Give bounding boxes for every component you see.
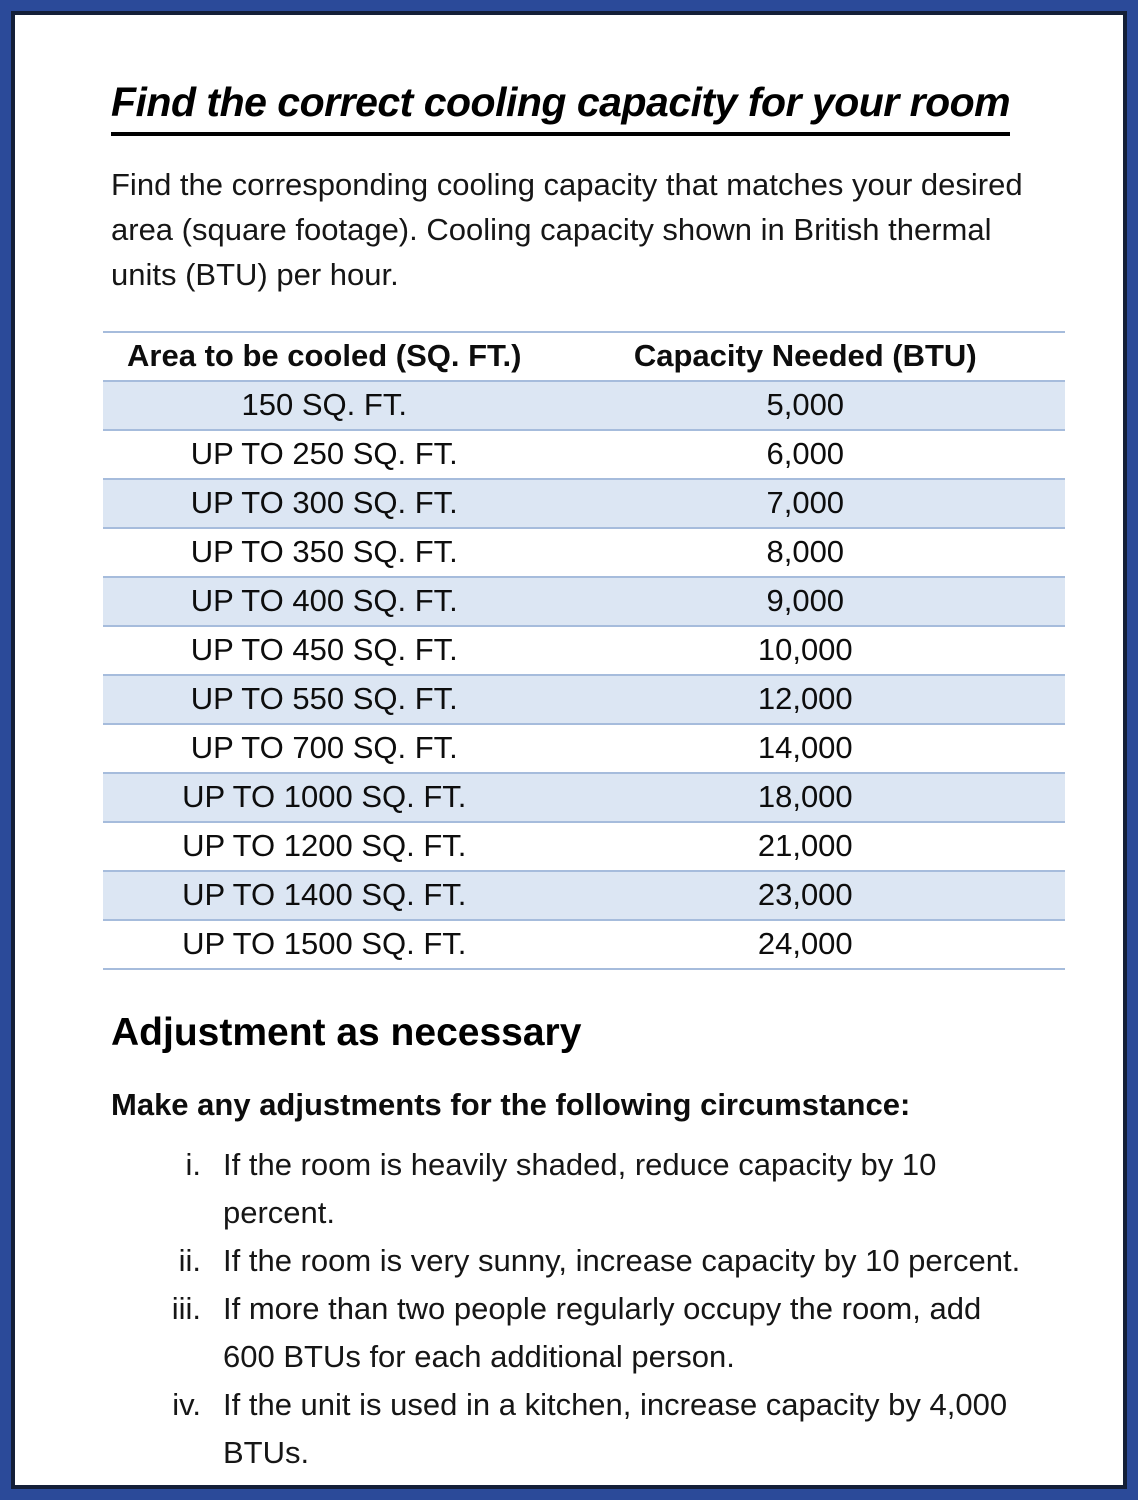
capacity-cell: 23,000	[545, 871, 1065, 922]
capacity-cell: 24,000	[545, 920, 1065, 971]
capacity-cell: 8,000	[545, 528, 1065, 579]
area-cell: UP TO 700 SQ. FT.	[103, 724, 546, 775]
table-row: UP TO 250 SQ. FT. 6,000	[103, 430, 1065, 481]
capacity-cell: 14,000	[545, 724, 1065, 775]
capacity-cell: 21,000	[545, 822, 1065, 873]
column-header-capacity: Capacity Needed (BTU)	[545, 332, 1065, 383]
intro-line: units (BTU) per hour.	[111, 257, 399, 293]
table-row: UP TO 350 SQ. FT. 8,000	[103, 528, 1065, 579]
area-cell: UP TO 400 SQ. FT.	[103, 577, 546, 628]
cooling-capacity-table: Area to be cooled (SQ. FT.) Capacity Nee…	[103, 331, 1065, 971]
area-cell: UP TO 1500 SQ. FT.	[103, 920, 546, 971]
adjustment-list: i. If the room is heavily shaded, reduce…	[103, 1141, 1039, 1477]
capacity-cell: 9,000	[545, 577, 1065, 628]
adjustment-intro: Make any adjustments for the following c…	[111, 1087, 911, 1123]
table-row: UP TO 1400 SQ. FT. 23,000	[103, 871, 1065, 922]
list-item: iii. If more than two people regularly o…	[103, 1285, 1039, 1381]
table-row: UP TO 550 SQ. FT. 12,000	[103, 675, 1065, 726]
list-marker: i.	[185, 1146, 202, 1182]
area-cell: UP TO 1200 SQ. FT.	[103, 822, 546, 873]
area-cell: UP TO 250 SQ. FT.	[103, 430, 546, 481]
intro-line: area (square footage). Cooling capacity …	[111, 212, 992, 248]
area-cell: 150 SQ. FT.	[103, 381, 546, 432]
capacity-cell: 6,000	[545, 430, 1065, 481]
list-item-text: If more than two people regularly occupy…	[223, 1290, 982, 1374]
list-item-text: If the room is very sunny, increase capa…	[223, 1242, 1021, 1278]
list-item: iv. If the unit is used in a kitchen, in…	[103, 1381, 1039, 1477]
table-row: UP TO 1500 SQ. FT. 24,000	[103, 920, 1065, 971]
table-row: UP TO 1200 SQ. FT. 21,000	[103, 822, 1065, 873]
list-marker: iv.	[172, 1386, 201, 1422]
area-cell: UP TO 1000 SQ. FT.	[103, 773, 546, 824]
table-row: UP TO 300 SQ. FT. 7,000	[103, 479, 1065, 530]
area-cell: UP TO 300 SQ. FT.	[103, 479, 546, 530]
table-row: UP TO 400 SQ. FT. 9,000	[103, 577, 1065, 628]
intro-line: Find the corresponding cooling capacity …	[111, 167, 1023, 203]
page-title: Find the correct cooling capacity for yo…	[111, 77, 1011, 137]
table-row: UP TO 450 SQ. FT. 10,000	[103, 626, 1065, 677]
area-cell: UP TO 550 SQ. FT.	[103, 675, 546, 726]
adjustment-heading: Adjustment as necessary	[111, 1011, 582, 1055]
intro-paragraph: Find the corresponding cooling capacity …	[111, 162, 1039, 297]
capacity-cell: 12,000	[545, 675, 1065, 726]
table-row: UP TO 700 SQ. FT. 14,000	[103, 724, 1065, 775]
table-header-row: Area to be cooled (SQ. FT.) Capacity Nee…	[103, 332, 1065, 383]
document-page: Find the correct cooling capacity for yo…	[11, 11, 1127, 1489]
capacity-cell: 18,000	[545, 773, 1065, 824]
list-item: ii. If the room is very sunny, increase …	[103, 1237, 1039, 1285]
list-item-text: If the unit is used in a kitchen, increa…	[223, 1386, 1008, 1470]
list-item-text: If the room is heavily shaded, reduce ca…	[223, 1146, 937, 1230]
capacity-cell: 5,000	[545, 381, 1065, 432]
list-marker: iii.	[171, 1290, 201, 1326]
area-cell: UP TO 1400 SQ. FT.	[103, 871, 546, 922]
table-row: UP TO 1000 SQ. FT. 18,000	[103, 773, 1065, 824]
list-item: i. If the room is heavily shaded, reduce…	[103, 1141, 1039, 1237]
capacity-cell: 7,000	[545, 479, 1065, 530]
column-header-area: Area to be cooled (SQ. FT.)	[103, 332, 546, 383]
list-marker: ii.	[178, 1242, 201, 1278]
area-cell: UP TO 450 SQ. FT.	[103, 626, 546, 677]
area-cell: UP TO 350 SQ. FT.	[103, 528, 546, 579]
table-row: 150 SQ. FT. 5,000	[103, 381, 1065, 432]
capacity-cell: 10,000	[545, 626, 1065, 677]
